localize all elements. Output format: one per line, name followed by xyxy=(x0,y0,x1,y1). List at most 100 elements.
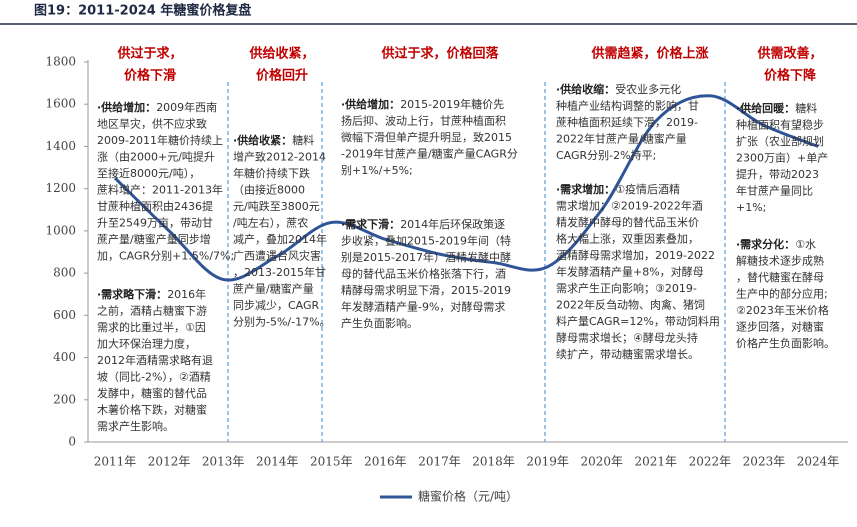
annotation-head: ·需求增加： xyxy=(556,182,615,196)
annotation-line: ，替代糖蜜在酵母 xyxy=(736,270,824,284)
x-tick-label: 2016年 xyxy=(364,455,407,469)
x-tick-label: 2015年 xyxy=(310,455,353,469)
annotation-line: ②2023年玉米价格 xyxy=(736,303,829,317)
y-tick-label: 0 xyxy=(68,435,76,449)
annotation-line: 发酵中，糖蜜的替代品 xyxy=(97,386,207,400)
annotation-line: （由接近8000 xyxy=(233,183,305,197)
annotation-line: 步收紧，叠加2015-2019年间（特 xyxy=(341,234,511,248)
legend-label: 糖蜜价格（元/吨） xyxy=(418,489,518,504)
annotation-line: 续扩产，带动糖蜜需求增长。 xyxy=(556,347,699,361)
annotation-line: 料产量CAGR=12%，带动饲料用 xyxy=(556,314,720,328)
annotation-text: ①水 xyxy=(795,238,816,251)
annotation-line: 年发酵酒精产量+8%，对酵母 xyxy=(556,265,704,279)
x-tick-label: 2024年 xyxy=(797,455,840,469)
annotation-head: ·需求下滑： xyxy=(341,217,400,231)
annotation-line: ·供给收缩：受农业多元化 xyxy=(556,82,681,96)
annotation-line: ·需求下滑：2014年后环保政策逐 xyxy=(341,217,505,231)
annotation-line: 提升，带动2023 xyxy=(736,168,819,181)
annotation-line: 别是2015-2017年）酒精发酵中酵 xyxy=(341,250,511,264)
annotation-line: 加，CAGR分别+1.5%/7%; xyxy=(97,250,234,263)
phase-label: 供过于求， xyxy=(116,46,182,62)
x-tick-label: 2020年 xyxy=(580,455,623,469)
annotation-line: 之前，酒精占糖蜜下游 xyxy=(97,304,207,318)
x-tick-label: 2017年 xyxy=(418,455,461,469)
annotation-line: 扬后抑、波动上行，甘蔗种植面积 xyxy=(341,114,506,128)
phase-label: 价格下滑 xyxy=(124,68,176,84)
annotation-line: 价格产生负面影响。 xyxy=(736,336,835,350)
chart-title: 图19：2011-2024 年糖蜜价格复盘 xyxy=(34,3,251,19)
annotation-line: 格大幅上涨，双重因素叠加， xyxy=(556,232,699,246)
phase-dividers xyxy=(227,82,726,442)
annotation-line: 涨（由2000+元/吨提升 xyxy=(97,150,215,164)
y-tick-label: 200 xyxy=(53,392,76,406)
x-tick-label: 2011年 xyxy=(94,455,137,469)
annotation-line: 减产，叠加2014年 xyxy=(233,232,327,246)
annotation-line: 2022年甘蔗产量/糖蜜产量 xyxy=(556,132,687,146)
annotation-line: 坡（同比-2%），②酒精 xyxy=(97,371,211,384)
y-tick-label: 1200 xyxy=(45,181,76,195)
annotation-line: +1%; xyxy=(736,201,766,214)
annotation-line: 生产中的部分应用; xyxy=(736,287,828,301)
annotation-line: ·需求略下滑：2016年 xyxy=(97,287,206,301)
annotation-line: 需求产生影响。 xyxy=(97,419,174,433)
x-tick-label: 2018年 xyxy=(472,455,515,469)
annotation-line: 2022年反刍动物、肉禽、猪饲 xyxy=(556,298,705,312)
annotation-line: 种植面积有望稳步 xyxy=(736,118,824,132)
phase-label: 价格回升 xyxy=(256,68,308,84)
annotation-text: 2009年西南 xyxy=(156,100,217,114)
y-tick-label: 800 xyxy=(53,266,76,280)
annotation-line: 酒精酵母需求增加，2019-2022 xyxy=(556,248,715,262)
annotation-text: 2016年 xyxy=(167,287,206,301)
annotation-line: 年糖价持续下跌 xyxy=(233,166,310,180)
annotation-head: ·需求分化： xyxy=(736,237,795,251)
annotation-line: 别+1%/+5%; xyxy=(341,164,413,177)
annotation-line: -2019年甘蔗产量/糖蜜产量CAGR分 xyxy=(341,147,518,161)
annotation-line: 扩张（农业部规划 xyxy=(736,134,824,148)
annotation-line: 解糖技术逐步成熟 xyxy=(736,254,824,268)
annotation-line: 母的替代品玉米价格张落下行，酒 xyxy=(341,267,506,281)
annotation-head: ·需求略下滑： xyxy=(97,287,167,301)
annotation-line: 精发酵中酵母的替代品玉米价 xyxy=(556,215,699,229)
annotation-line: 2009-2011年糖价持续上 xyxy=(97,133,223,147)
annotation-line: 加大环保治理力度， xyxy=(97,337,196,351)
annotation-line: 地区旱灾，供不应求致 xyxy=(97,117,207,131)
annotation-head: ·供给回暖： xyxy=(736,101,795,115)
y-tick-label: 1800 xyxy=(45,55,76,69)
annotation-text: 糖料 xyxy=(292,133,314,147)
annotation-line: ·供给增加：2015-2019年糖价先 xyxy=(341,97,504,111)
annotation-line: ，2013-2015年甘 xyxy=(233,265,326,279)
x-tick-label: 2014年 xyxy=(256,455,299,469)
annotation-text: 受农业多元化 xyxy=(615,82,681,96)
annotation-line: 年甘蔗产量同比 xyxy=(736,184,813,198)
phase-label: 供给收紧， xyxy=(248,46,314,62)
y-tick-label: 600 xyxy=(53,308,76,322)
annotation-line: 需求增加；②2019-2022年酒 xyxy=(556,199,703,213)
annotation-line: CAGR分别-2%持平; xyxy=(556,148,656,162)
annotation-text: 2015-2019年糖价先 xyxy=(400,97,504,111)
annotation-line: 2300万亩）+单产 xyxy=(736,151,828,165)
annotation-text: 2014年后环保政策逐 xyxy=(400,217,505,231)
annotation-line: 升至2549万亩，带动甘 xyxy=(97,216,213,230)
annotation-head: ·供给收缩： xyxy=(556,82,615,96)
annotation-line: 酵母需求增长；④酵母龙头持 xyxy=(556,331,698,345)
y-tick-label: 1600 xyxy=(45,97,76,111)
annotation-line: ·需求分化：①水 xyxy=(736,237,816,251)
annotation-line: 元/吨跌至3800元 xyxy=(233,199,320,213)
annotation-head: ·供给增加： xyxy=(97,100,156,114)
phase-label: 供需改善， xyxy=(756,46,822,62)
annotation-line: 需求产生正向影响；③2019- xyxy=(556,281,697,295)
annotation-line: 蔗产量/糖蜜产量同步增 xyxy=(97,232,211,246)
annotation-line: 同步减少，CAGR xyxy=(233,299,320,312)
annotation-line: 逐步回落，对糖蜜 xyxy=(736,320,824,334)
annotation-head: ·供给增加： xyxy=(341,97,400,111)
annotation-head: ·供给收紧： xyxy=(233,133,292,147)
annotation-line: ·供给回暖：糖料 xyxy=(736,101,817,115)
annotation-line: 蔗料增产：2011-2013年 xyxy=(97,183,223,197)
annotation-line: 微幅下滑但单产提升明显，致2015 xyxy=(341,130,512,144)
x-tick-label: 2019年 xyxy=(526,455,569,469)
phase-label: 供过于求，价格回落 xyxy=(380,46,499,62)
annotation-text: ①疫情后酒精 xyxy=(615,182,680,196)
annotation-line: ·需求增加：①疫情后酒精 xyxy=(556,182,680,196)
annotation-line: 产生负面影响。 xyxy=(341,316,418,330)
annotation-line: 种植产业结构调整的影响，甘 xyxy=(556,99,699,113)
